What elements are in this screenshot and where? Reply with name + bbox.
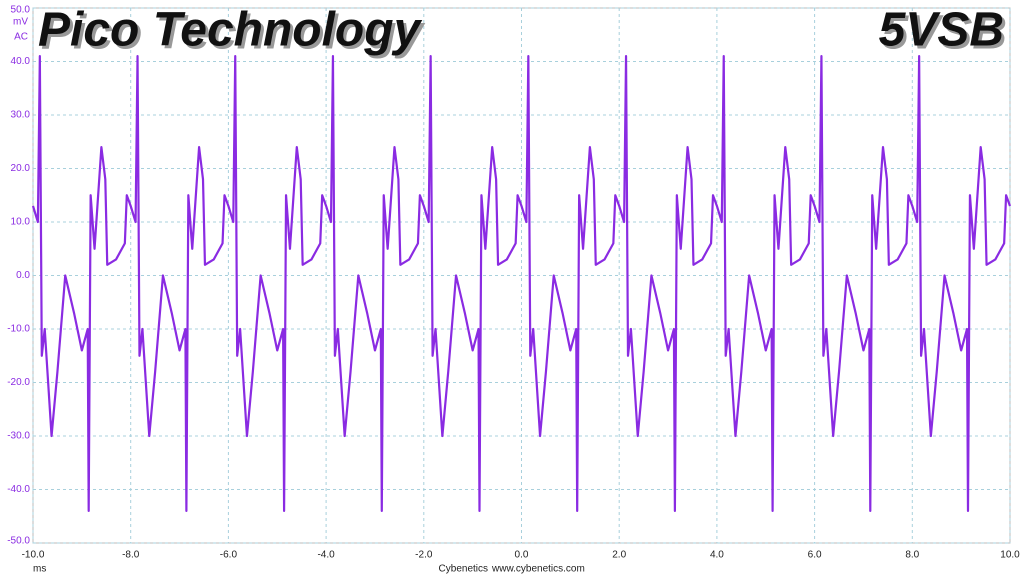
x-tick-label: 6.0 <box>808 550 822 561</box>
x-tick-label: -4.0 <box>317 550 335 561</box>
credit-url: www.cybenetics.com <box>491 564 585 575</box>
y-tick-label: -20.0 <box>7 377 30 388</box>
y-tick-label: 20.0 <box>11 163 31 174</box>
x-tick-label: 2.0 <box>612 550 626 561</box>
chart-title: Pico Technology <box>38 4 423 57</box>
plot <box>31 55 1012 512</box>
x-tick-label: -8.0 <box>122 550 140 561</box>
y-tick-label: 50.0 <box>11 5 31 16</box>
credit: Cybenetics <box>439 564 488 575</box>
annotation: 5VSB <box>879 4 1004 57</box>
x-tick-label: -2.0 <box>415 550 433 561</box>
y-tick-label: 30.0 <box>11 110 31 121</box>
title-shadow: Pico Technology <box>41 7 426 60</box>
annotation-shadow: 5VSB <box>882 7 1007 60</box>
y-tick-label: 0.0 <box>16 270 30 281</box>
x-tick-label: 10.0 <box>1000 550 1020 561</box>
y-tick-label: -30.0 <box>7 431 30 442</box>
y-tick-label: 10.0 <box>11 217 31 228</box>
x-tick-label: 0.0 <box>515 550 529 561</box>
x-tick-label: 8.0 <box>905 550 919 561</box>
y-coupling: AC <box>14 32 28 43</box>
x-tick-label: -6.0 <box>220 550 238 561</box>
grid <box>32 7 1011 544</box>
x-tick-label: -10.0 <box>22 550 45 561</box>
x-axis-label: ms <box>33 564 46 575</box>
x-tick-label: 4.0 <box>710 550 724 561</box>
y-tick-label: -10.0 <box>7 324 30 335</box>
y-tick-label: -40.0 <box>7 484 30 495</box>
y-tick-label: 40.0 <box>11 56 31 67</box>
waveform <box>31 55 1012 512</box>
y-unit: mV <box>13 17 28 28</box>
y-tick-label: -50.0 <box>7 536 30 547</box>
